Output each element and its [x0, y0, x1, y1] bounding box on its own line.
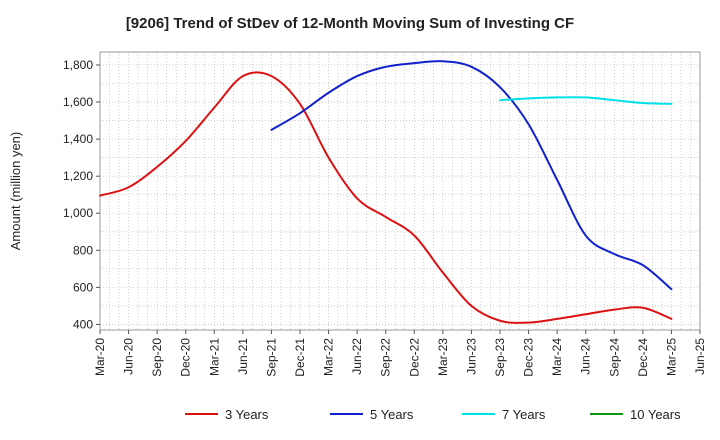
x-tick-label: Sep-24	[607, 338, 621, 377]
x-tick-label: Dec-24	[636, 338, 650, 377]
x-tick-label: Mar-24	[550, 338, 564, 376]
x-tick-label: Jun-24	[579, 338, 593, 375]
series-lines	[99, 60, 673, 324]
x-tick-label: Jun-22	[350, 338, 364, 375]
x-tick-label: Jun-25	[693, 338, 707, 375]
y-tick-label: 1,000	[63, 206, 93, 220]
legend: 3 Years 5 Years 7 Years 10 Years	[185, 407, 681, 422]
legend-label: 10 Years	[630, 407, 681, 422]
x-tick-label: Sep-22	[379, 338, 393, 377]
series-line-7-years	[499, 96, 673, 105]
plot-frame	[99, 51, 701, 331]
y-axis-label: Amount (million yen)	[8, 132, 23, 251]
x-tick-label: Jun-23	[464, 338, 478, 375]
x-tick-label: Sep-23	[493, 338, 507, 377]
x-axis: Mar-20 Jun-20 Sep-20 Dec-20 Mar-21 Jun-21 Sep-…	[93, 330, 707, 377]
y-tick-label: 600	[73, 280, 93, 294]
y-tick-label: 1,800	[63, 58, 93, 72]
legend-label: 3 Years	[225, 407, 269, 422]
y-tick-label: 1,200	[63, 169, 93, 183]
x-tick-label: Dec-20	[179, 338, 193, 377]
x-tick-label: Mar-21	[207, 338, 221, 376]
x-tick-label: Mar-22	[322, 338, 336, 376]
plot-area	[99, 51, 701, 331]
y-axis: 400 600 800 1,000 1,200 1,400 1,600 1,800	[63, 58, 100, 331]
x-tick-label: Dec-22	[407, 338, 421, 377]
x-tick-label: Jun-21	[236, 338, 250, 375]
grid	[100, 52, 700, 330]
x-tick-label: Sep-21	[264, 338, 278, 377]
x-tick-label: Mar-20	[93, 338, 107, 376]
x-tick-label: Sep-20	[150, 338, 164, 377]
y-tick-label: 1,400	[63, 132, 93, 146]
chart-title: [9206] Trend of StDev of 12-Month Moving…	[126, 15, 574, 32]
series-line-5-years	[270, 60, 673, 291]
legend-label: 5 Years	[370, 407, 414, 422]
series-line-3-years	[99, 71, 673, 324]
y-tick-label: 400	[73, 317, 93, 331]
x-tick-label: Jun-20	[122, 338, 136, 375]
x-tick-label: Dec-23	[522, 338, 536, 377]
y-tick-label: 800	[73, 243, 93, 257]
x-tick-label: Dec-21	[293, 338, 307, 377]
legend-label: 7 Years	[502, 407, 546, 422]
x-tick-label: Mar-25	[664, 338, 678, 376]
x-tick-label: Mar-23	[436, 338, 450, 376]
y-tick-label: 1,600	[63, 95, 93, 109]
